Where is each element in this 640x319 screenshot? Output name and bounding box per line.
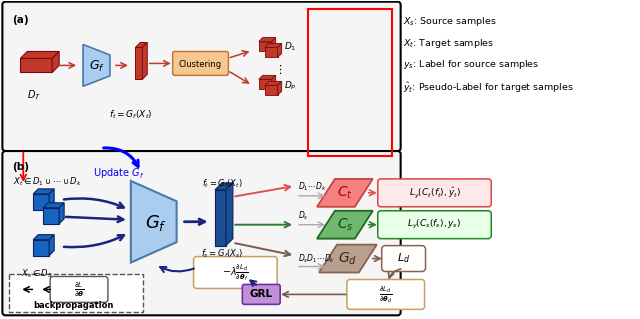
Text: $X_t$: Target samples: $X_t$: Target samples [403,37,494,49]
Polygon shape [142,42,147,79]
Text: $D_1\cdots D_k$: $D_1\cdots D_k$ [298,180,326,193]
Bar [308,9,392,156]
Text: (b): (b) [12,162,29,172]
Text: $\vdots$: $\vdots$ [274,63,282,76]
Polygon shape [49,189,54,210]
FancyBboxPatch shape [243,285,280,304]
Polygon shape [278,81,282,95]
FancyBboxPatch shape [3,151,401,315]
Polygon shape [278,43,282,57]
Text: $L_d$: $L_d$ [397,252,410,265]
Polygon shape [52,51,59,72]
FancyBboxPatch shape [378,179,492,207]
Polygon shape [20,58,52,72]
Polygon shape [44,208,59,224]
Text: $-\lambda\frac{\partial L_d}{\partial\boldsymbol{\theta}_f}$: $-\lambda\frac{\partial L_d}{\partial\bo… [222,262,248,283]
Polygon shape [259,38,276,41]
Text: $L_y(C_s(f_s),y_s)$: $L_y(C_s(f_s),y_s)$ [408,218,461,231]
Polygon shape [265,81,282,85]
Polygon shape [135,48,142,79]
Text: (a): (a) [12,15,29,25]
Polygon shape [259,75,276,79]
Text: GRL: GRL [250,289,273,300]
Text: $G_d$: $G_d$ [339,250,357,267]
Polygon shape [259,41,272,51]
Text: Update $\hat{G}_f$: Update $\hat{G}_f$ [93,163,145,181]
Polygon shape [226,183,233,246]
FancyBboxPatch shape [193,256,277,288]
Polygon shape [319,245,377,272]
Text: $D_1$: $D_1$ [284,40,296,53]
FancyBboxPatch shape [347,279,424,309]
Polygon shape [265,85,278,95]
Text: $G_f$: $G_f$ [145,213,166,233]
FancyBboxPatch shape [381,246,426,271]
Text: $D_\mathcal{T}$: $D_\mathcal{T}$ [27,88,42,102]
Text: $f_s = G_f(X_s)$: $f_s = G_f(X_s)$ [202,248,244,260]
FancyBboxPatch shape [10,274,143,312]
FancyBboxPatch shape [3,2,401,151]
FancyBboxPatch shape [173,51,228,75]
Polygon shape [259,79,272,89]
Polygon shape [59,203,64,224]
Text: $D_s D_1\cdots D_k$: $D_s D_1\cdots D_k$ [298,252,335,264]
Polygon shape [215,190,226,246]
Text: $f_t = G_f(X_t)$: $f_t = G_f(X_t)$ [109,108,152,121]
FancyBboxPatch shape [378,211,492,239]
Text: Clustering: Clustering [179,60,222,69]
Polygon shape [265,43,282,48]
Polygon shape [44,203,64,208]
Polygon shape [33,235,54,240]
Text: $C_t$: $C_t$ [337,185,353,201]
Polygon shape [131,181,177,263]
Text: backpropagation: backpropagation [33,301,113,310]
Polygon shape [33,194,49,210]
Polygon shape [49,235,54,256]
Text: $C_s$: $C_s$ [337,217,353,233]
Polygon shape [272,38,276,51]
Text: $X_s$: Source samples: $X_s$: Source samples [403,15,497,28]
Text: $L_y(C_t(f_t),\hat{y}_t)$: $L_y(C_t(f_t),\hat{y}_t)$ [408,185,460,200]
FancyBboxPatch shape [50,277,108,302]
Text: $y_s$: Label for source samples: $y_s$: Label for source samples [403,58,539,71]
Polygon shape [215,183,233,190]
Polygon shape [272,75,276,89]
Polygon shape [33,189,54,194]
Text: $D_P$: $D_P$ [284,79,297,92]
Text: $X_s \in D_S$: $X_s \in D_S$ [21,268,53,280]
Polygon shape [20,51,59,58]
Text: $D_s$: $D_s$ [298,209,308,222]
Polygon shape [33,240,49,256]
Polygon shape [135,42,147,48]
Polygon shape [317,179,372,207]
Text: $X_t \in D_1 \cup \cdots \cup D_k$: $X_t \in D_1 \cup \cdots \cup D_k$ [13,176,82,189]
Text: $\frac{\partial L}{\partial\boldsymbol{\theta}}$: $\frac{\partial L}{\partial\boldsymbol{\… [74,280,84,299]
Text: $\frac{\partial L_d}{\partial\boldsymbol{\theta}_d}$: $\frac{\partial L_d}{\partial\boldsymbol… [379,284,392,305]
Text: $f_t = G_f(X_t)$: $f_t = G_f(X_t)$ [202,177,243,190]
Polygon shape [265,48,278,57]
Polygon shape [317,211,372,239]
Text: $G_f$: $G_f$ [89,59,105,74]
Polygon shape [83,45,110,86]
Text: $\hat{y}_t$: Pseudo-Label for target samples: $\hat{y}_t$: Pseudo-Label for target sam… [403,80,573,95]
